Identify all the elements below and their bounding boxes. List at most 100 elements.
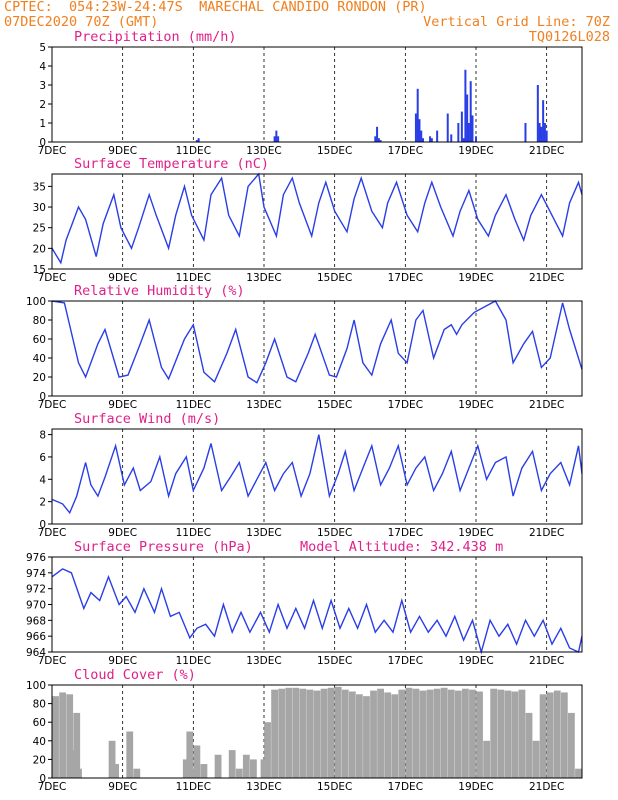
y-tick-label: 2 [39, 497, 46, 509]
cloud-bar [108, 740, 116, 778]
x-tick-label: 15DEC [317, 527, 352, 539]
cloud-bar [426, 689, 434, 778]
cloud-bar [483, 740, 490, 778]
x-tick-label: 17DEC [388, 272, 423, 284]
y-tick-label: 966 [26, 631, 46, 643]
y-tick-label: 5 [39, 42, 46, 54]
panel-title: Surface Pressure (hPa) [74, 539, 253, 555]
precip-bar [430, 138, 433, 142]
y-tick-label: 20 [33, 243, 46, 255]
y-tick-label: 35 [33, 181, 46, 193]
cloud-bar [539, 694, 547, 778]
cloud-bar [454, 690, 462, 778]
cloud-bar [363, 696, 370, 778]
precip-bar [469, 81, 472, 142]
y-tick-label: 20 [33, 372, 46, 384]
x-tick-label: 21DEC [529, 527, 564, 539]
y-tick-label: 1 [39, 118, 46, 130]
cloud-bar [193, 745, 201, 778]
cloud-bar [235, 768, 243, 778]
y-tick-label: 40 [33, 353, 46, 365]
cloud-bar [370, 690, 377, 778]
y-tick-label: 964 [26, 647, 46, 659]
cloud-bar [186, 731, 194, 778]
cloud-bar [242, 754, 250, 778]
x-tick-label: 17DEC [388, 145, 423, 157]
y-tick-label: 4 [39, 61, 46, 73]
y-tick-label: 100 [26, 680, 46, 692]
cloud-bar [66, 694, 74, 778]
panel-6: 7DEC 9DEC 11DEC 13DEC 15DEC 17DEC 19DEC 21DEC 0 2… [26, 667, 583, 793]
x-tick-label: 9DEC [108, 272, 137, 284]
cloud-bar [546, 692, 554, 778]
cloud-bar [306, 689, 314, 778]
y-tick-label: 80 [33, 315, 46, 327]
precip-bar [538, 123, 541, 142]
panel-annotation: Model Altitude: 342.438 m [300, 539, 503, 555]
panel-title: Cloud Cover (%) [74, 667, 196, 683]
cloud-bar [69, 750, 77, 778]
precip-bar [540, 126, 543, 142]
cloud-bar [299, 688, 307, 778]
y-tick-label: 0 [39, 391, 46, 403]
cloud-bar [313, 690, 321, 778]
cloud-bar [182, 759, 190, 778]
y-tick-label: 40 [33, 736, 46, 748]
x-tick-label: 21DEC [529, 781, 564, 793]
cloud-bar [525, 712, 533, 778]
model-code-label: TQ0126L028 [528, 29, 610, 45]
run-date-label: 07DEC2020 70Z (GMT) [4, 14, 159, 30]
precip-bar [418, 119, 421, 142]
x-tick-label: 19DEC [458, 272, 493, 284]
y-tick-label: 3 [39, 80, 46, 92]
y-tick-label: 15 [33, 264, 46, 276]
y-tick-label: 60 [33, 334, 46, 346]
panel-2: 7DEC 9DEC 11DEC 13DEC 15DEC 17DEC 19DEC 21DEC 15… [33, 156, 583, 284]
panel-title: Relative Humidity (%) [74, 283, 245, 299]
precip-bar [466, 94, 469, 142]
cloud-bar [553, 690, 561, 778]
panel-frame [51, 300, 583, 397]
y-tick-label: 4 [39, 474, 46, 486]
y-tick-label: 972 [26, 584, 46, 596]
cloud-bar [497, 689, 505, 778]
x-tick-label: 15DEC [317, 272, 352, 284]
header: CPTEC: 054:23W-24:47S MARECHAL CANDIDO R… [0, 0, 618, 48]
y-tick-label: 976 [26, 552, 46, 564]
cloud-bar [228, 750, 236, 778]
precip-bar [462, 138, 465, 142]
precip-bar [273, 136, 276, 142]
x-tick-label: 15DEC [317, 399, 352, 411]
y-tick-label: 0 [39, 519, 46, 531]
x-tick-label: 13DEC [246, 399, 281, 411]
y-tick-label: 60 [33, 717, 46, 729]
series-line [51, 172, 583, 265]
x-tick-label: 13DEC [246, 781, 281, 793]
cloud-bar [320, 688, 328, 778]
cloud-bar [334, 686, 342, 778]
precip-bar [275, 130, 278, 142]
y-tick-label: 2 [39, 99, 46, 111]
precip-bar [420, 130, 423, 142]
x-tick-label: 13DEC [246, 527, 281, 539]
x-tick-label: 11DEC [176, 527, 211, 539]
x-tick-label: 19DEC [458, 145, 493, 157]
cloud-bar [412, 688, 420, 778]
x-tick-label: 13DEC [246, 655, 281, 667]
x-tick-label: 19DEC [458, 527, 493, 539]
precip-bar [429, 136, 432, 142]
precip-bar [377, 138, 380, 142]
panel-title: Precipitation (mm/h) [74, 29, 237, 45]
precip-bar [545, 130, 548, 142]
panel-5: 7DEC 9DEC 11DEC 13DEC 15DEC 17DEC 19DEC 21DEC 96… [26, 539, 583, 667]
x-tick-label: 13DEC [246, 272, 281, 284]
precip-bar [450, 134, 453, 142]
x-tick-label: 9DEC [108, 781, 137, 793]
x-tick-label: 11DEC [176, 145, 211, 157]
x-tick-label: 17DEC [388, 399, 423, 411]
cloud-bar [126, 731, 134, 778]
cloud-bar [73, 712, 81, 778]
x-tick-label: 7DEC [38, 145, 67, 157]
cloud-bar [560, 692, 568, 778]
panel-frame [51, 684, 583, 779]
